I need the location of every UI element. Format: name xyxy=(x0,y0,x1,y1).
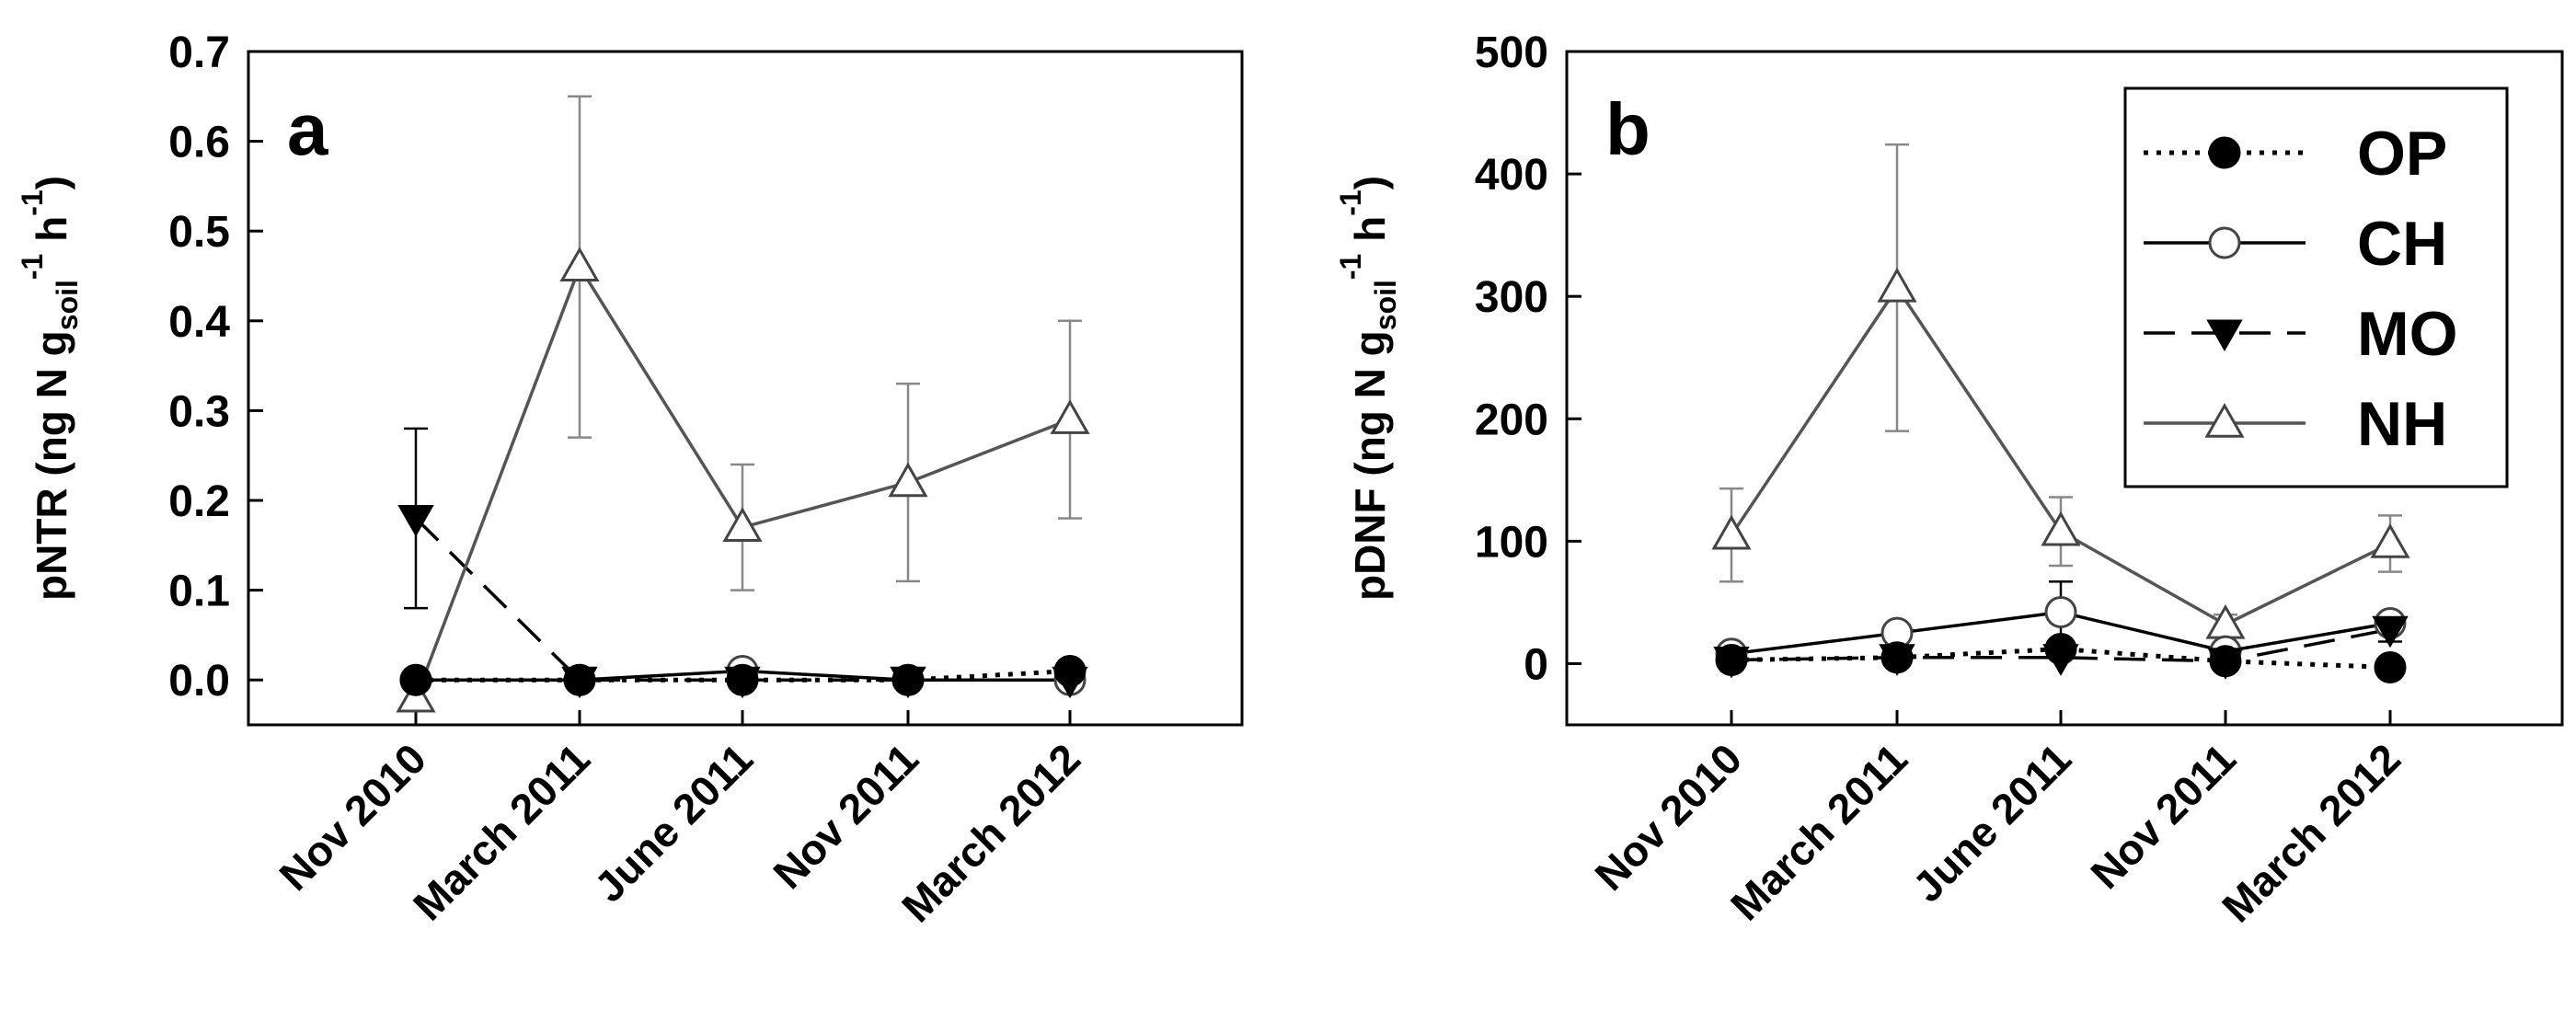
panel-letter: a xyxy=(287,88,328,170)
legend-label-nh: NH xyxy=(2357,389,2447,459)
data-point-nh xyxy=(1711,514,1752,550)
data-point-op xyxy=(726,663,759,696)
y-tick-label: 200 xyxy=(1475,396,1548,444)
data-point-nh xyxy=(722,507,763,543)
data-point-op xyxy=(1880,641,1914,674)
y-tick-label: 0 xyxy=(1524,640,1548,689)
y-axis-label-end: ) xyxy=(1346,176,1394,189)
data-point-nh xyxy=(2041,511,2081,546)
y-tick-label: 300 xyxy=(1475,273,1548,322)
x-tick-label: Nov 2010 xyxy=(270,734,435,900)
x-tick-label: Nov 2011 xyxy=(2081,734,2245,898)
x-tick-label: March 2011 xyxy=(404,734,599,929)
data-point-ch xyxy=(2044,596,2077,629)
data-point-nh xyxy=(1877,267,1917,303)
y-axis-label-sup: -1 xyxy=(16,254,49,280)
legend-label-op: OP xyxy=(2357,119,2447,189)
data-point-op xyxy=(1053,654,1087,687)
data-point-op xyxy=(2044,632,2077,665)
data-point-op xyxy=(1715,643,1748,676)
data-point-mo xyxy=(397,505,434,537)
legend-marker-op xyxy=(2208,136,2241,169)
legend-label-ch: CH xyxy=(2357,209,2447,279)
y-tick-label: 400 xyxy=(1475,151,1548,200)
y-axis-label-sup: -1 xyxy=(16,189,49,215)
y-tick-label: 0.2 xyxy=(168,477,230,526)
legend: OP CH MO NH xyxy=(2123,86,2509,488)
data-point-nh xyxy=(888,462,928,498)
legend-marker-nh xyxy=(2204,402,2245,438)
legend-marker-ch xyxy=(2208,226,2241,259)
data-point-op xyxy=(399,663,432,696)
y-axis-label-mid: h xyxy=(1346,216,1394,254)
data-point-nh xyxy=(1050,399,1090,434)
data-point-op xyxy=(2209,645,2242,678)
y-tick-label: 100 xyxy=(1475,518,1548,567)
y-axis-label: pDNF (ng N gsoil-1 h-1) xyxy=(1334,176,1402,601)
legend-marker-mo xyxy=(2206,319,2243,352)
data-point-nh xyxy=(2370,523,2410,558)
y-tick-label: 0.1 xyxy=(168,568,230,616)
data-point-op xyxy=(2374,650,2407,683)
y-tick-label: 500 xyxy=(1475,29,1548,77)
y-axis-label-main: pNTR (ng N g xyxy=(28,330,75,601)
y-tick-label: 0.4 xyxy=(168,298,230,347)
series-line-mo xyxy=(1731,627,2391,663)
y-axis-label: pNTR (ng N gsoil-1 h-1) xyxy=(16,176,84,601)
y-tick-label: 0.0 xyxy=(168,657,230,706)
x-tick-label: March 2011 xyxy=(1721,734,1916,929)
y-axis-label-sub: soil xyxy=(51,280,84,330)
data-point-op xyxy=(891,663,925,696)
y-tick-label: 0.7 xyxy=(168,29,230,77)
legend-frame xyxy=(2123,86,2509,488)
x-tick-label: Nov 2011 xyxy=(764,734,927,898)
data-point-op xyxy=(563,663,596,696)
data-point-nh xyxy=(559,247,600,281)
x-tick-label: March 2012 xyxy=(2213,734,2409,931)
data-point-mo xyxy=(2372,615,2409,648)
y-axis-label-mid: h xyxy=(28,216,75,254)
y-axis-label-sup: -1 xyxy=(1334,189,1367,215)
y-tick-label: 0.5 xyxy=(168,208,230,257)
y-axis-label-end: ) xyxy=(28,176,75,189)
x-tick-label: Nov 2010 xyxy=(1585,734,1751,900)
plot-frame xyxy=(247,50,1244,727)
panel-letter: b xyxy=(1605,88,1650,170)
y-axis-label-sup: -1 xyxy=(1334,254,1367,280)
x-tick-label: June 2011 xyxy=(1903,734,2080,911)
plot-frame xyxy=(1565,50,2564,727)
y-axis-label-sub: soil xyxy=(1369,280,1402,330)
y-axis-label-main: pDNF (ng N g xyxy=(1346,330,1394,601)
y-tick-label: 0.3 xyxy=(168,387,230,436)
legend-label-mo: MO xyxy=(2357,299,2458,369)
x-tick-label: June 2011 xyxy=(585,734,762,911)
data-point-nh xyxy=(2205,603,2246,639)
y-tick-label: 0.6 xyxy=(168,119,230,167)
